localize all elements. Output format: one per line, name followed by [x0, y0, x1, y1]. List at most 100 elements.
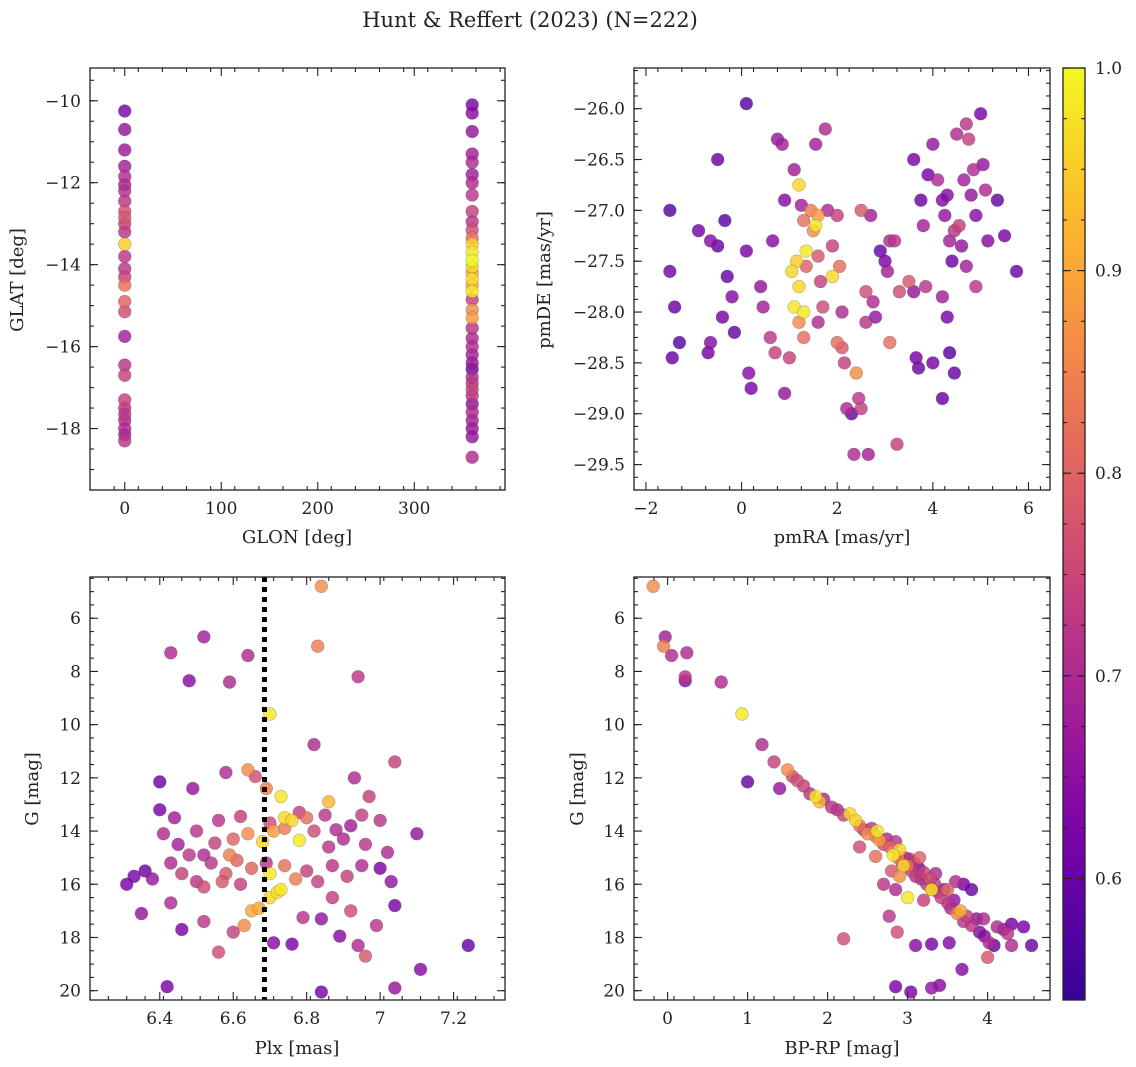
scatter-point — [465, 284, 479, 298]
scatter-point — [755, 737, 769, 752]
x-tick-label: 6.4 — [146, 1009, 173, 1029]
scatter-point — [410, 827, 424, 841]
scatter-point — [175, 866, 189, 881]
y-tick-label: 20 — [59, 982, 81, 1002]
scatter-point — [887, 234, 902, 248]
scatter-point — [799, 244, 813, 258]
colorbar: 0.6 0.7 0.8 0.9 1.0 — [1062, 59, 1122, 1001]
scatter-point — [288, 872, 303, 886]
scatter-point — [226, 925, 240, 939]
scatter-point — [167, 811, 182, 825]
x-tick-label: 0 — [119, 499, 130, 519]
scatter-point — [739, 244, 754, 258]
colorbar-gradient — [1062, 67, 1086, 1001]
scatter-point — [310, 639, 325, 653]
colorbar-tick-label: 0.7 — [1095, 667, 1122, 687]
scatter-point — [792, 279, 806, 294]
scatter-point — [859, 285, 873, 299]
scatter-point — [237, 918, 251, 933]
scatter-point — [840, 401, 854, 416]
scatter-point — [314, 579, 329, 594]
y-axis-label: GLAT [deg] — [7, 228, 28, 332]
scatter-point — [735, 707, 749, 721]
x-axis-label: pmRA [mas/yr] — [774, 527, 911, 548]
scatter-point — [768, 346, 782, 360]
panel-plx-g: Plx [mas] G [mag] — [22, 752, 339, 1059]
scatter-point — [715, 310, 730, 324]
scatter-point — [954, 239, 969, 253]
scatter-point — [767, 755, 781, 769]
scatter-point — [727, 325, 742, 340]
y-tick-label: −14 — [45, 256, 81, 276]
axes-frame — [633, 67, 1051, 491]
points-glon_glat — [118, 98, 479, 464]
scatter-point — [777, 386, 792, 401]
scatter-point — [809, 137, 823, 151]
scatter-point — [1000, 926, 1015, 941]
scatter-point — [890, 925, 904, 939]
scatter-point — [744, 381, 758, 396]
scatter-point — [981, 234, 995, 248]
scatter-point — [285, 937, 299, 951]
y-tick-label: 14 — [59, 822, 81, 842]
scatter-point — [691, 223, 706, 238]
scatter-point — [959, 117, 974, 131]
scatter-point — [916, 893, 931, 907]
scatter-point — [997, 229, 1012, 243]
scatter-point — [816, 300, 830, 314]
scatter-point — [465, 405, 479, 419]
scatter-point — [703, 234, 718, 248]
y-tick-label: 6 — [70, 609, 81, 629]
scatter-point — [830, 208, 844, 223]
scatter-point — [848, 813, 863, 828]
scatter-point — [852, 840, 867, 854]
scatter-point — [909, 351, 923, 365]
scatter-point — [664, 648, 679, 663]
scatter-point — [849, 366, 864, 380]
scatter-point — [134, 906, 149, 921]
scatter-point — [952, 218, 966, 233]
y-tick-label: 12 — [603, 769, 625, 789]
scatter-point — [465, 188, 479, 202]
scatter-point — [465, 311, 479, 325]
scatter-point — [118, 169, 132, 184]
scatter-point — [322, 795, 336, 809]
x-tick-label: 1 — [742, 1009, 753, 1029]
scatter-point — [465, 339, 479, 354]
scatter-point — [955, 962, 969, 977]
scatter-point — [362, 789, 376, 804]
scatter-point — [118, 278, 132, 292]
scatter-point — [307, 737, 321, 752]
scatter-point — [344, 904, 358, 918]
scatter-point — [118, 249, 132, 264]
scatter-point — [118, 143, 132, 157]
x-tick-label: 4 — [927, 499, 938, 519]
scatter-point — [1024, 938, 1039, 953]
colorbar-tick-label: 0.8 — [1095, 464, 1122, 484]
scatter-point — [340, 869, 354, 883]
scatter-point — [204, 856, 218, 870]
scatter-point — [935, 290, 950, 304]
scatter-point — [808, 789, 823, 804]
scatter-point — [787, 162, 801, 177]
scatter-point — [164, 896, 178, 910]
scatter-point — [854, 401, 868, 416]
scatter-point — [720, 269, 734, 284]
scatter-point — [118, 421, 132, 436]
scatter-point — [813, 274, 828, 289]
scatter-point — [355, 858, 369, 873]
scatter-point — [990, 920, 1004, 934]
scatter-point — [825, 239, 840, 253]
scatter-point — [347, 771, 362, 785]
scatter-point — [413, 962, 428, 977]
scatter-point — [896, 858, 911, 873]
scatter-point — [785, 264, 799, 279]
scatter-point — [222, 848, 237, 862]
scatter-point — [465, 176, 479, 190]
points-cmd — [646, 579, 1039, 999]
scatter-point — [160, 979, 174, 994]
scatter-point — [926, 356, 940, 370]
scatter-point — [296, 910, 310, 925]
scatter-point — [175, 922, 189, 937]
